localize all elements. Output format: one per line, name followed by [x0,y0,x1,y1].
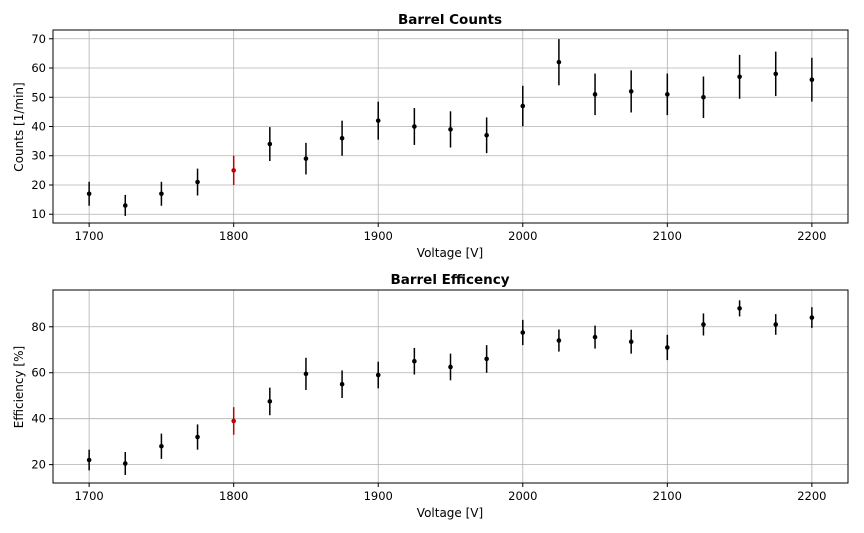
efficiency-y-axis-label: Efficiency [%] [12,346,26,428]
counts-data-point [628,89,634,94]
efficiency-data-point [267,399,273,404]
counts-data-point [665,92,670,97]
counts-x-tick-label: 2100 [653,229,682,243]
counts-data-point [701,94,706,100]
efficiency-panel: Barrel Efficency 1700 1800 1900 2000 2100 220… [12,272,849,520]
counts-x-axis-label: Voltage [V] [417,246,483,260]
counts-y-tick-label: 30 [31,149,46,163]
efficiency-x-tick-label: 1900 [364,489,393,503]
counts-y-tick-label: 50 [31,90,46,104]
efficiency-y-tick-label: 60 [31,366,46,380]
counts-y-tick-label: 10 [31,207,46,221]
efficiency-data-point [556,338,562,343]
efficiency-data-point [520,330,526,335]
counts-data-point [448,127,453,132]
counts-data-point [303,156,309,161]
counts-data-point [122,203,128,208]
counts-data-point [267,141,273,147]
efficiency-plot-frame [52,289,849,484]
efficiency-data-point [375,372,381,378]
counts-data-point [86,191,92,197]
counts-data-point [809,77,815,83]
counts-x-tick-label: 1900 [364,229,393,243]
efficiency-data-point [484,356,489,362]
efficiency-data-point [195,434,200,440]
efficiency-x-tick-label: 2100 [653,489,682,503]
counts-panel: Barrel Counts 1700 1800 1900 2000 2100 2200 10… [12,12,849,260]
counts-x-tick-label: 1800 [219,229,248,243]
counts-data-point [159,191,164,197]
counts-data-point [592,92,598,97]
efficiency-y-tick-label: 40 [31,412,46,426]
counts-data-point [773,71,779,77]
counts-data-point [556,59,562,65]
efficiency-data-point [159,443,164,449]
efficiency-data-point [339,381,345,387]
efficiency-data-point [737,306,742,311]
efficiency-data-point [448,364,453,370]
efficiency-x-tick-label: 2200 [797,489,826,503]
counts-y-tick-label: 40 [31,120,46,134]
counts-data-point [737,74,742,80]
counts-data-point [484,132,489,138]
efficiency-data-point [628,339,634,344]
counts-title: Barrel Counts [398,12,502,28]
counts-y-axis-label: Counts [1/min] [12,82,26,171]
efficiency-data-point [592,334,598,340]
efficiency-data-point [665,345,670,350]
counts-x-tick-label: 1700 [74,229,103,243]
counts-x-tick-label: 2000 [508,229,537,243]
counts-data-point [339,135,345,141]
counts-data-point [231,168,236,173]
efficiency-data-point [809,315,815,320]
counts-x-tick-label: 2200 [797,229,826,243]
efficiency-data-point [303,371,309,377]
counts-data-point [520,103,526,109]
counts-y-tick-label: 20 [31,178,46,192]
efficiency-data-point [86,457,92,463]
efficiency-data-point [231,418,236,424]
efficiency-x-axis-label: Voltage [V] [417,506,483,520]
counts-data-point [375,118,381,123]
efficiency-y-tick-label: 80 [31,320,46,334]
counts-y-tick-label: 60 [31,61,46,75]
efficiency-data-point [701,322,706,327]
efficiency-x-tick-label: 1800 [219,489,248,503]
efficiency-title: Barrel Efficency [390,272,509,288]
efficiency-data-point [122,461,128,466]
counts-data-point [195,179,200,185]
efficiency-x-tick-label: 1700 [74,489,103,503]
counts-data-point [412,124,417,129]
efficiency-y-tick-label: 20 [31,458,46,472]
counts-y-tick-label: 70 [31,32,46,46]
efficiency-data-point [773,322,779,327]
efficiency-x-tick-label: 2000 [508,489,537,503]
efficiency-data-point [412,358,417,364]
